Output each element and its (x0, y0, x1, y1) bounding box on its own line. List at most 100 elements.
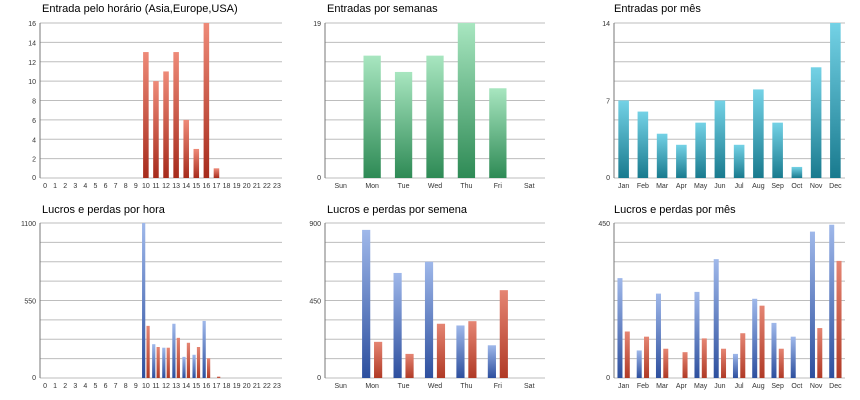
x-tick-label: Jul (735, 383, 744, 390)
x-tick-label: 20 (243, 183, 251, 190)
y-tick-label: 900 (309, 221, 321, 228)
bar-Aug (753, 89, 764, 178)
x-tick-label: 1 (53, 383, 57, 390)
bar-10-s1 (146, 325, 150, 378)
y-tick-label: 19 (313, 21, 321, 28)
bar-Tue-s1 (405, 353, 414, 378)
bar-Mon-s1 (374, 341, 383, 378)
bar-12-s1 (166, 347, 170, 378)
bar-Mar (656, 133, 668, 178)
x-tick-label: 17 (213, 183, 221, 190)
bar-Fri-s1 (499, 290, 508, 378)
x-tick-label: Nov (810, 183, 823, 190)
x-tick-label: 14 (182, 183, 190, 190)
x-tick-label: Fri (494, 383, 503, 390)
bar-May (695, 122, 706, 178)
x-tick-label: 7 (114, 183, 118, 190)
bar-Thu-s0 (456, 325, 465, 378)
y-tick-label: 0 (317, 375, 321, 382)
chart-entradas-mes: Entradas por mês 0 7 14 Jan Feb Mar Apr May Jun Ju… (602, 3, 845, 190)
x-tick-label: 13 (172, 183, 180, 190)
y-tick-label: 7 (606, 99, 610, 106)
x-tick-label: 10 (142, 183, 150, 190)
bar-Jul-s1 (740, 333, 746, 378)
x-tick-label: 20 (243, 383, 251, 390)
y-tick-label: 450 (309, 299, 321, 306)
x-tick-label: 10 (142, 383, 150, 390)
chart-entradas-hora: Entrada pelo horário (Asia,Europe,USA) 0 2… (28, 3, 282, 190)
y-tick-label: 0 (317, 175, 321, 182)
x-tick-label: 9 (134, 383, 138, 390)
chart-title: Lucros e perdas por mês (614, 204, 736, 216)
x-tick-label: 16 (202, 383, 210, 390)
bar-Feb (637, 111, 649, 178)
chart-entradas-semana: Entradas por semanas 0 19 Sun Mon Tue Wed Thu Fr… (313, 3, 545, 190)
x-tick-label: Sun (334, 183, 347, 190)
x-tick-label: Jun (714, 183, 725, 190)
x-tick-label: Jun (714, 383, 725, 390)
bar-Wed-s0 (424, 261, 434, 378)
bar-Jul-s0 (732, 353, 738, 378)
y-tick-label: 14 (602, 21, 610, 28)
bar-Feb-s1 (644, 336, 650, 378)
x-tick-label: 4 (83, 383, 87, 390)
bar-Feb-s0 (636, 350, 642, 378)
bar-10 (143, 52, 149, 178)
bar-Fri-s0 (487, 345, 496, 378)
y-tick-label: 4 (32, 137, 36, 144)
x-tick-label: Feb (637, 383, 649, 390)
bar-16-s1 (206, 358, 211, 378)
bar-Dec-s0 (829, 224, 835, 378)
x-tick-label: 6 (104, 383, 108, 390)
bar-May-s1 (701, 338, 707, 378)
x-tick-label: 19 (233, 383, 241, 390)
bar-Oct (791, 166, 803, 178)
bar-17-s1 (217, 376, 221, 378)
bar-Tue-s0 (393, 272, 402, 378)
bar-16-s0 (202, 320, 206, 378)
x-tick-label: May (694, 383, 708, 390)
bar-Thu (457, 23, 476, 178)
y-tick-label: 0 (606, 175, 610, 182)
x-tick-label: Sun (334, 383, 347, 390)
x-tick-label: 18 (223, 383, 231, 390)
bar-Apr (676, 144, 687, 178)
bar-Sep-s1 (778, 348, 784, 378)
x-tick-label: 17 (213, 383, 221, 390)
x-tick-label: Mon (365, 383, 379, 390)
x-tick-label: 13 (172, 383, 180, 390)
x-tick-label: 14 (182, 383, 190, 390)
x-tick-label: 3 (73, 383, 77, 390)
bar-13-s1 (176, 337, 180, 378)
x-tick-label: 23 (273, 183, 281, 190)
x-tick-label: Nov (810, 383, 823, 390)
y-tick-label: 450 (598, 221, 610, 228)
y-tick-label: 12 (28, 60, 36, 67)
bar-Jan-s1 (624, 331, 630, 378)
bar-10-s0 (142, 223, 146, 378)
y-tick-label: 6 (32, 118, 36, 125)
bar-Thu-s1 (468, 321, 477, 378)
bar-12 (163, 71, 169, 178)
x-tick-label: Aug (752, 383, 765, 390)
x-tick-label: 21 (253, 383, 261, 390)
bar-14 (183, 119, 189, 178)
bar-Sep (772, 122, 783, 178)
chart-lucros-mes: Lucros e perdas por mês 0 450 Jan Feb Mar Apr M… (598, 204, 845, 390)
x-tick-label: 23 (273, 383, 281, 390)
x-tick-label: Oct (791, 383, 802, 390)
bar-16 (203, 23, 210, 178)
x-tick-label: 15 (192, 383, 200, 390)
bar-Mar-s0 (655, 293, 661, 378)
x-tick-label: May (694, 183, 708, 190)
bar-Mar-s1 (663, 348, 669, 378)
y-tick-label: 0 (32, 375, 36, 382)
y-tick-label: 2 (32, 157, 36, 164)
x-tick-label: Jul (735, 183, 744, 190)
y-tick-label: 10 (28, 79, 36, 86)
bar-13 (173, 52, 179, 178)
x-tick-label: 2 (63, 183, 67, 190)
chart-title: Entrada pelo horário (Asia,Europe,USA) (42, 3, 238, 15)
x-tick-label: Oct (791, 183, 802, 190)
